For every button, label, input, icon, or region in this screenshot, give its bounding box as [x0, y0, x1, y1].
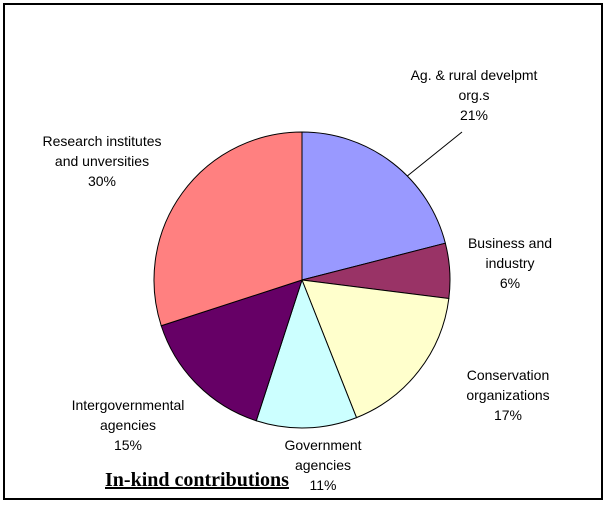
slice-labels: Ag. & rural develpmt org.s 21% Business and…: [42, 67, 552, 493]
pie-slice: [160, 279, 303, 422]
pie-slice: [301, 131, 446, 281]
slice-label: Ag. & rural develpmt org.s 21%: [411, 67, 538, 123]
slice-label: Conservation organizations 17%: [466, 367, 549, 423]
slice-label: Government agencies 11%: [284, 437, 361, 493]
slice-label: Research institutes and unversities 30%: [42, 133, 161, 189]
pie-slice: [255, 278, 358, 429]
pie-slices: [153, 131, 451, 429]
chart-title: In-kind contributions: [105, 469, 289, 491]
slice-label: Business and industry 6%: [468, 235, 552, 291]
pie-slice: [301, 279, 450, 419]
leader-line: [406, 131, 463, 177]
pie-slice: [153, 131, 303, 327]
slice-label: Intergovernmental agencies 15%: [72, 397, 185, 453]
